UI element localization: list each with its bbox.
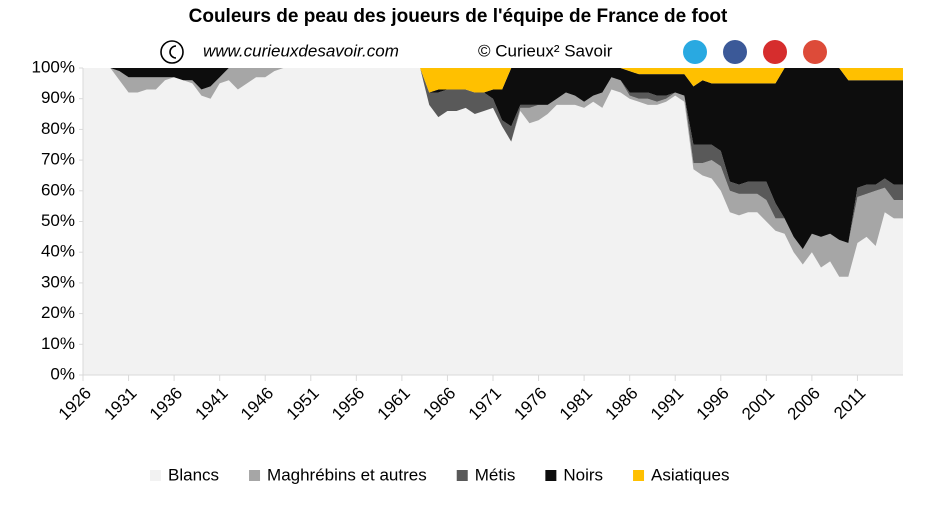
x-tick-label: 1986 <box>601 384 641 424</box>
legend-swatch <box>456 470 468 481</box>
x-tick-label: 1996 <box>693 384 733 424</box>
x-tick-label: 2011 <box>830 384 869 423</box>
y-tick-label: 50% <box>41 211 75 230</box>
x-tick-label: 1926 <box>55 384 95 424</box>
y-tick-label: 70% <box>41 150 75 169</box>
social-icons[interactable] <box>683 40 827 64</box>
x-tick-label: 1936 <box>146 384 186 424</box>
x-tick-label: 1981 <box>556 384 596 424</box>
legend-label: Maghrébins et autres <box>267 465 427 484</box>
y-tick-label: 80% <box>41 119 75 138</box>
y-tick-label: 30% <box>41 272 75 291</box>
x-tick-label: 2006 <box>784 384 824 424</box>
x-tick-label: 1931 <box>100 384 140 424</box>
y-tick-label: 60% <box>41 180 75 199</box>
legend: Blancs Maghrébins et autres Métis Noirs Asia… <box>150 465 729 484</box>
area <box>83 68 903 250</box>
legend-swatch <box>249 470 261 481</box>
x-tick-label: 1976 <box>510 384 550 424</box>
x-tick-label: 1946 <box>237 384 277 424</box>
x-tick-label: 1966 <box>419 384 459 424</box>
x-tick-label: 1956 <box>328 384 368 424</box>
legend-swatch <box>150 470 161 481</box>
legend-label: Asiatiques <box>651 465 729 484</box>
chart-title: Couleurs de peau des joueurs de l'équipe… <box>189 6 728 27</box>
logo <box>160 40 184 64</box>
y-tick-label: 10% <box>41 334 75 353</box>
legend-label: Métis <box>475 465 516 484</box>
area <box>83 68 903 375</box>
y-tick-label: 20% <box>41 303 75 322</box>
x-tick-label: 1951 <box>283 384 323 424</box>
area <box>83 68 903 93</box>
legend-swatch <box>545 470 557 481</box>
legend-label: Noirs <box>563 465 603 484</box>
x-tick-label: 1961 <box>374 384 414 424</box>
credit: © Curieux² Savoir <box>478 41 613 60</box>
y-tick-label: 90% <box>41 88 75 107</box>
area <box>83 68 903 277</box>
legend-swatch <box>633 470 645 481</box>
y-tick-label: 0% <box>50 364 75 383</box>
x-tick-label: 1971 <box>465 384 505 424</box>
website: www.curieuxdesavoir.com <box>203 41 399 60</box>
y-tick-label: 100% <box>32 57 75 76</box>
y-tick-label: 40% <box>41 242 75 261</box>
x-tick-label: 1941 <box>191 384 231 424</box>
legend-label: Blancs <box>168 465 219 484</box>
x-tick-label: 2001 <box>738 384 778 424</box>
x-tick-label: 1991 <box>647 384 687 424</box>
area <box>83 68 903 250</box>
